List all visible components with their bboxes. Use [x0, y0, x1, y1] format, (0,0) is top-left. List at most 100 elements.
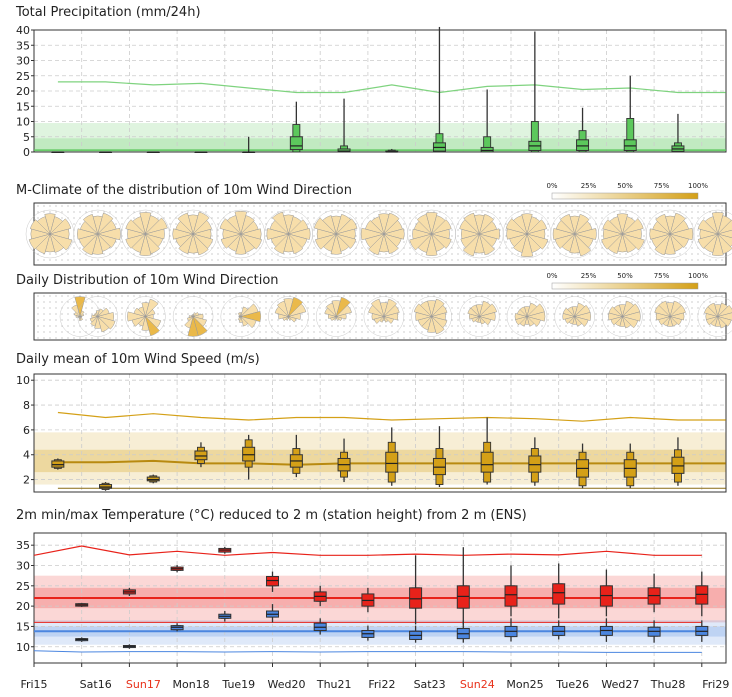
- rose-sector: [137, 306, 146, 318]
- x-tick-label: Wed27: [601, 678, 639, 691]
- rose-sector: [335, 315, 340, 321]
- rose-sector: [526, 316, 541, 327]
- rose-sector: [237, 312, 242, 318]
- rose-sector: [601, 233, 624, 250]
- rose-sector: [94, 312, 99, 318]
- daily-rose: [363, 296, 405, 337]
- rose-sector: [240, 215, 255, 235]
- rose-sector: [416, 213, 433, 235]
- rose-sector: [29, 219, 51, 235]
- wind-box-box: [385, 451, 399, 473]
- rose-sector: [567, 306, 576, 318]
- rose-sector: [78, 316, 82, 321]
- rose-outline: [25, 209, 75, 259]
- rose-sector: [526, 311, 546, 322]
- rose-outline: [268, 296, 309, 337]
- rose-sector: [521, 213, 533, 235]
- rose-sector: [178, 233, 194, 255]
- precip-y-tick-label: 10: [16, 116, 30, 129]
- rose-sector: [322, 215, 337, 235]
- precip-y-tick-label: 40: [16, 24, 30, 37]
- rose-sector: [96, 316, 116, 330]
- temp-y-tick-label: 25: [16, 580, 30, 593]
- mclimate-rose: [312, 209, 361, 259]
- rose-sector: [562, 307, 576, 317]
- rose-sector: [669, 227, 694, 241]
- rose-sector: [513, 215, 528, 235]
- rose-sector: [139, 233, 152, 256]
- mclimate-rose: [121, 209, 170, 259]
- rose-sector: [717, 315, 727, 329]
- rose-sector: [513, 233, 528, 253]
- tmax-box-box: [552, 583, 566, 605]
- rose-sector: [573, 316, 589, 327]
- rose-sector: [49, 233, 64, 253]
- rose-sector: [383, 304, 400, 317]
- rose-sector: [658, 300, 671, 318]
- rose-sector: [125, 233, 147, 249]
- precip-y-tick-label: 30: [16, 55, 30, 68]
- rose-sector: [427, 315, 437, 333]
- rose-sector: [716, 312, 732, 321]
- rose-outline: [554, 296, 595, 337]
- rose-sector: [132, 216, 146, 235]
- rose-sector: [669, 316, 683, 326]
- wind-box-box: [194, 450, 208, 461]
- mclimate-rose: [455, 209, 504, 259]
- rose-sector: [505, 218, 528, 235]
- rose-sector: [655, 213, 671, 235]
- rose-sector: [431, 315, 445, 335]
- rose-sector: [144, 228, 165, 240]
- wind-box-box: [432, 457, 446, 476]
- tmax-box-box: [504, 585, 518, 607]
- rose-sector: [287, 316, 297, 323]
- daily-rose: [77, 296, 118, 337]
- precip-title: Total Precipitation (mm/24h): [16, 5, 201, 20]
- rose-sector: [621, 233, 645, 251]
- mclimate-rose: [25, 209, 75, 259]
- rose-sector: [609, 216, 623, 235]
- rose-sector: [613, 304, 623, 318]
- rose-sector: [654, 233, 671, 256]
- rose-sector: [77, 228, 99, 240]
- rose-sector: [382, 312, 399, 321]
- rose-sector: [89, 316, 99, 323]
- legend-gradient-bar-1: [551, 192, 699, 200]
- rose-sector: [716, 316, 732, 327]
- daily-rose: [268, 296, 309, 337]
- rose-sector: [413, 303, 433, 317]
- tmax-box-box: [456, 585, 470, 609]
- rose-outline: [506, 296, 548, 337]
- legend-label: 25%: [581, 182, 597, 190]
- rose-sector: [313, 217, 338, 235]
- wind-box-box: [480, 451, 494, 473]
- mclimate-rose: [264, 209, 313, 259]
- rose-sector: [704, 216, 719, 235]
- rose-sector: [697, 233, 719, 249]
- rose-sector: [49, 233, 73, 251]
- precip-box-box: [576, 139, 590, 151]
- x-tick-label: Tue26: [555, 678, 589, 691]
- rose-sector: [96, 233, 117, 248]
- rose-sector: [573, 228, 597, 240]
- rose-sector: [226, 215, 242, 235]
- rose-sector: [335, 313, 347, 320]
- rose-sector: [430, 219, 452, 235]
- rose-sector: [36, 216, 51, 235]
- rose-sector: [79, 310, 85, 318]
- rose-sector: [478, 316, 492, 326]
- rose-sector: [569, 233, 581, 254]
- precip-y-tick-label: 0: [23, 146, 30, 159]
- precip-box-box: [289, 136, 303, 151]
- x-tick-label: Sat16: [80, 678, 112, 691]
- rose-sector: [419, 300, 433, 318]
- daily-rose: [59, 296, 101, 337]
- mclimate-rose: [502, 209, 552, 259]
- rose-sector: [425, 233, 438, 256]
- rose-sector: [520, 233, 534, 258]
- rose-sector: [430, 233, 452, 249]
- rose-sector: [288, 315, 292, 321]
- rose-outline: [649, 296, 691, 337]
- daily-dir-title: Daily Distribution of 10m Wind Direction: [16, 273, 279, 288]
- rose-outline: [407, 209, 456, 259]
